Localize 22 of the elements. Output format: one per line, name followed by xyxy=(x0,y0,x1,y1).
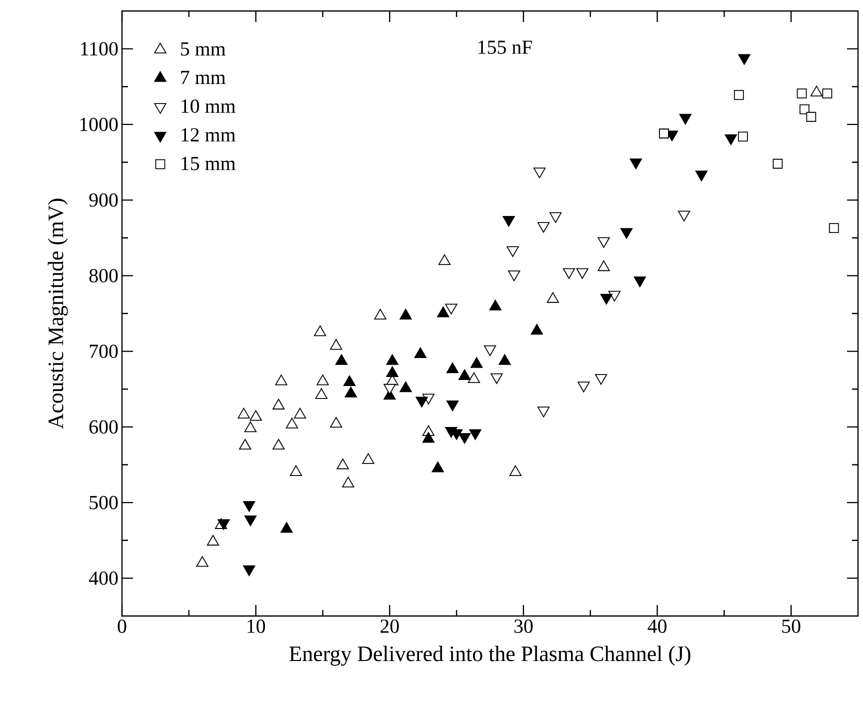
x-tick-label: 10 xyxy=(248,620,266,633)
legend-label: 12 mm xyxy=(182,128,236,142)
legend-label: 5 mm xyxy=(181,42,226,56)
y-axis-title: Acoustic Magnitude (mV) xyxy=(48,198,68,429)
x-tick-label: 50 xyxy=(782,620,800,633)
y-tick-label: 400 xyxy=(88,571,118,585)
y-tick-label: 1000 xyxy=(80,118,118,132)
legend-label: 10 mm xyxy=(182,99,236,113)
y-tick-label: 500 xyxy=(90,496,118,510)
annotation: 155 nF xyxy=(478,40,532,54)
y-tick-label: 800 xyxy=(89,268,118,282)
x-tick-label: 20 xyxy=(380,620,399,633)
x-tick-label: 0 xyxy=(118,620,126,633)
legend-label: 15 mm xyxy=(182,156,236,170)
y-tick-label: 900 xyxy=(89,193,118,207)
legend-label: 7 mm xyxy=(181,70,226,84)
y-tick-label: 1100 xyxy=(81,42,118,56)
y-tick-label: 600 xyxy=(89,420,118,434)
x-tick-label: 40 xyxy=(648,620,666,633)
y-tick-label: 700 xyxy=(90,344,118,358)
x-axis-title: Energy Delivered into the Plasma Channel (J) xyxy=(289,646,690,666)
x-tick-label: 30 xyxy=(514,620,533,633)
